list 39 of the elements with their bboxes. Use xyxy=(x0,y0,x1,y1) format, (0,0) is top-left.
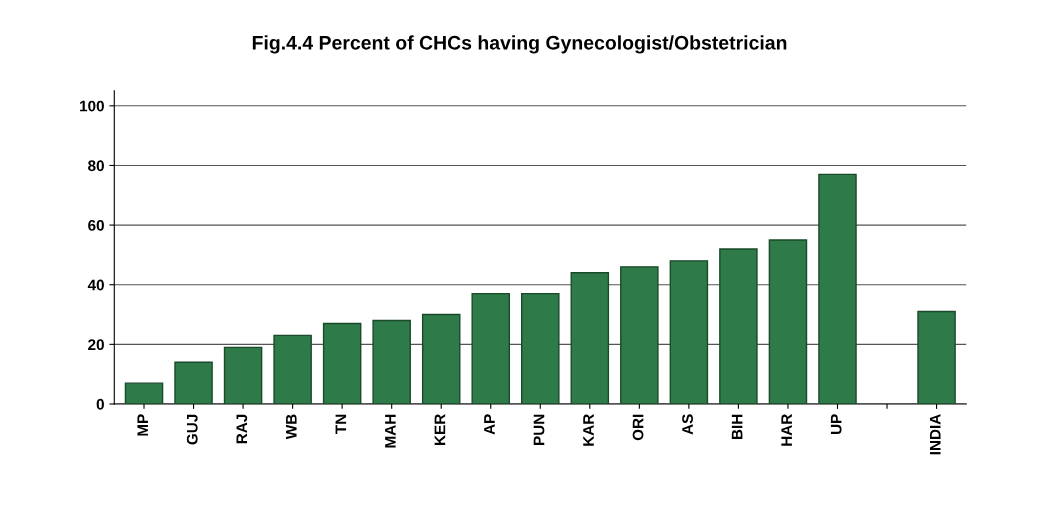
x-tick-label: TN xyxy=(335,414,347,434)
bar xyxy=(124,382,164,404)
x-tick-label: MP xyxy=(137,414,148,436)
y-tick-label: 100 xyxy=(80,100,104,112)
x-tick-label: BIH xyxy=(731,414,743,440)
x-tick-label: GUJ xyxy=(186,414,198,445)
bar xyxy=(273,334,312,404)
bar xyxy=(471,292,511,404)
x-tick-label: PUN xyxy=(533,414,545,445)
x-tick-label: RAJ xyxy=(236,414,248,444)
y-tick-label: 80 xyxy=(88,160,104,172)
x-tick-label: ORI xyxy=(632,414,644,441)
bar xyxy=(372,319,411,404)
x-tick-label: INDIA xyxy=(929,414,941,455)
x-tick-label: MAH xyxy=(385,414,396,448)
bar xyxy=(917,310,956,404)
bar xyxy=(768,239,808,404)
y-tick-label: 40 xyxy=(87,279,104,291)
x-tick-label: AS xyxy=(682,414,693,435)
x-tick-label: AP xyxy=(484,414,495,435)
bar xyxy=(620,266,659,404)
x-tick-label: HAR xyxy=(781,414,792,446)
x-tick-label: KAR xyxy=(583,414,594,446)
bar xyxy=(669,260,709,404)
y-tick-label: 20 xyxy=(88,339,104,351)
x-tick-label: WB xyxy=(286,414,297,440)
bar xyxy=(521,292,560,404)
bar xyxy=(421,313,461,404)
bar xyxy=(174,361,213,404)
x-tick-label: UP xyxy=(830,414,842,435)
y-tick-label: 0 xyxy=(96,398,104,410)
bar xyxy=(818,173,857,404)
bar xyxy=(223,346,263,404)
x-tick-label: KER xyxy=(434,414,446,445)
y-tick-label: 60 xyxy=(88,219,104,231)
bar xyxy=(322,322,362,404)
bar xyxy=(570,272,610,404)
chart-title: Fig.4.4 Percent of CHCs having Gynecologist/Obstetrician xyxy=(252,35,787,54)
bar xyxy=(719,248,758,404)
